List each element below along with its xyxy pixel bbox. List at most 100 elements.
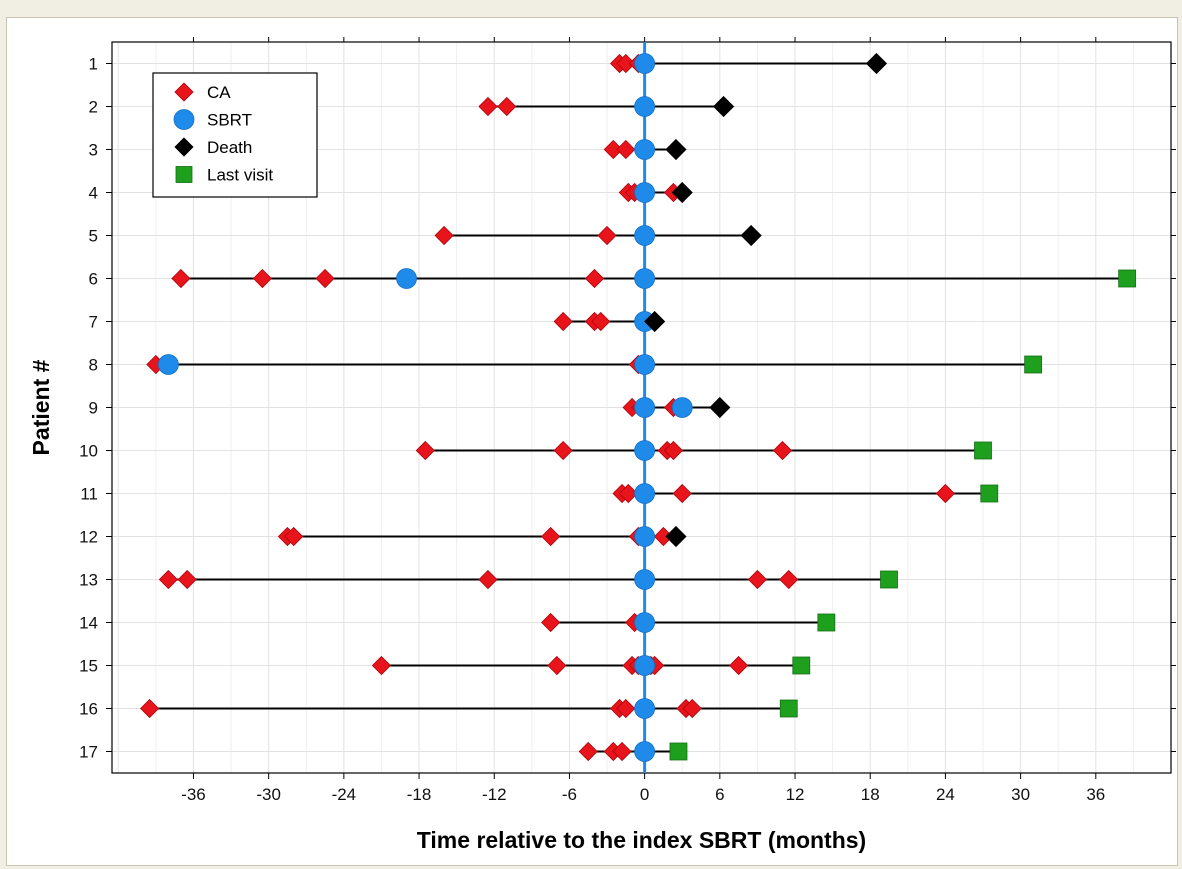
sbrt-marker [634, 182, 656, 203]
sbrt-marker [634, 655, 656, 676]
y-tick-label: 16 [79, 700, 98, 719]
sbrt-marker [634, 483, 656, 504]
ca-marker [177, 569, 197, 590]
y-axis-title: Patient # [28, 359, 54, 455]
death-marker [644, 310, 666, 333]
x-tick-label: -24 [332, 785, 357, 804]
last-visit-marker [980, 484, 999, 503]
legend-label-3: Last visit [207, 166, 273, 185]
y-tick-label: 17 [79, 743, 98, 762]
sbrt-marker [634, 698, 656, 719]
sbrt-marker [634, 354, 656, 375]
x-tick-label: -18 [407, 785, 432, 804]
last-visit-marker [880, 570, 898, 589]
ca-marker [584, 268, 605, 289]
sbrt-marker [634, 569, 656, 590]
ca-marker [553, 311, 573, 332]
legend-marker-3 [175, 166, 193, 183]
ca-marker [171, 268, 191, 289]
x-tick-label: 0 [640, 785, 649, 804]
sbrt-marker [634, 53, 656, 74]
death-marker [713, 95, 735, 118]
ca-marker [541, 612, 561, 633]
x-tick-label: -6 [562, 785, 577, 804]
sbrt-marker [634, 96, 656, 117]
ca-marker [618, 483, 638, 504]
y-tick-label: 6 [89, 270, 98, 289]
legend-label-0: CA [207, 83, 231, 102]
ca-marker [672, 483, 692, 504]
legend-marker-1 [173, 109, 195, 130]
ca-marker [284, 526, 304, 547]
ca-marker [682, 698, 702, 719]
ca-marker [497, 96, 517, 117]
ca-marker [478, 569, 498, 590]
sbrt-marker [634, 526, 656, 547]
ca-marker [252, 268, 272, 289]
y-tick-label: 12 [79, 528, 98, 547]
death-marker [740, 224, 762, 247]
ca-marker [612, 741, 632, 762]
ca-marker [547, 655, 567, 676]
last-visit-marker [817, 613, 836, 632]
last-visit-marker [792, 656, 811, 675]
sbrt-marker [634, 268, 656, 289]
sbrt-marker [634, 397, 656, 418]
y-tick-label: 1 [89, 55, 98, 74]
sbrt-marker [634, 225, 656, 246]
sbrt-marker [634, 741, 656, 762]
y-tick-label: 14 [79, 614, 98, 633]
death-marker [665, 525, 687, 548]
death-marker [665, 138, 687, 161]
last-visit-marker [974, 441, 992, 460]
chart-frame: -36 -30 -24 -18 -12 -6 0 6 12 18 24 30 36 1 2 3 4 5 6 7 8 9 10… [6, 17, 1178, 866]
x-tick-label: 18 [861, 785, 880, 804]
y-tick-label: 11 [80, 485, 98, 504]
sbrt-marker [634, 440, 656, 461]
legend-marker-0 [174, 82, 194, 102]
y-tick-label: 7 [89, 313, 98, 332]
axes: -36 -30 -24 -18 -12 -6 0 6 12 18 24 30 3612345678910… [79, 37, 1176, 804]
ca-marker [140, 698, 160, 719]
ca-marker [478, 96, 498, 117]
legend-marker-2 [174, 137, 194, 157]
ca-marker [729, 655, 749, 676]
x-axis-title: Time relative to the index SBRT (months) [417, 827, 866, 853]
x-tick-label: 36 [1086, 785, 1105, 804]
ca-marker [315, 268, 335, 289]
y-tick-label: 15 [79, 657, 98, 676]
y-tick-label: 3 [89, 141, 98, 160]
sbrt-marker [671, 397, 693, 418]
last-visit-marker [669, 742, 688, 761]
ca-marker [935, 483, 955, 504]
x-tick-label: 12 [786, 785, 805, 804]
event-markers [140, 52, 1137, 762]
ca-marker [371, 655, 392, 676]
y-tick-label: 8 [89, 356, 98, 375]
x-tick-label: -30 [256, 785, 281, 804]
ca-marker [779, 569, 799, 590]
ca-marker [616, 139, 636, 160]
sbrt-marker [157, 354, 179, 375]
ca-marker [553, 440, 573, 461]
y-tick-label: 2 [89, 98, 98, 117]
last-visit-marker [779, 699, 798, 718]
ca-marker [747, 569, 767, 590]
x-tick-label: -36 [181, 785, 206, 804]
x-tick-label: 6 [715, 785, 724, 804]
patient-timeline-chart: -36 -30 -24 -18 -12 -6 0 6 12 18 24 30 3612345678910… [28, 37, 1176, 853]
legend-label-1: SBRT [207, 111, 252, 130]
y-tick-label: 4 [89, 184, 98, 203]
ca-marker [415, 440, 435, 461]
last-visit-marker [1118, 269, 1137, 288]
y-tick-label: 10 [79, 442, 98, 461]
ca-marker [541, 526, 561, 547]
ca-marker [663, 440, 684, 461]
y-tick-label: 9 [89, 399, 98, 418]
legend: CA SBRT Death Last visit [152, 72, 318, 198]
ca-marker [434, 225, 454, 246]
ca-marker [616, 698, 636, 719]
x-tick-label: 24 [936, 785, 955, 804]
sbrt-marker [634, 139, 656, 160]
sbrt-marker [396, 268, 417, 289]
